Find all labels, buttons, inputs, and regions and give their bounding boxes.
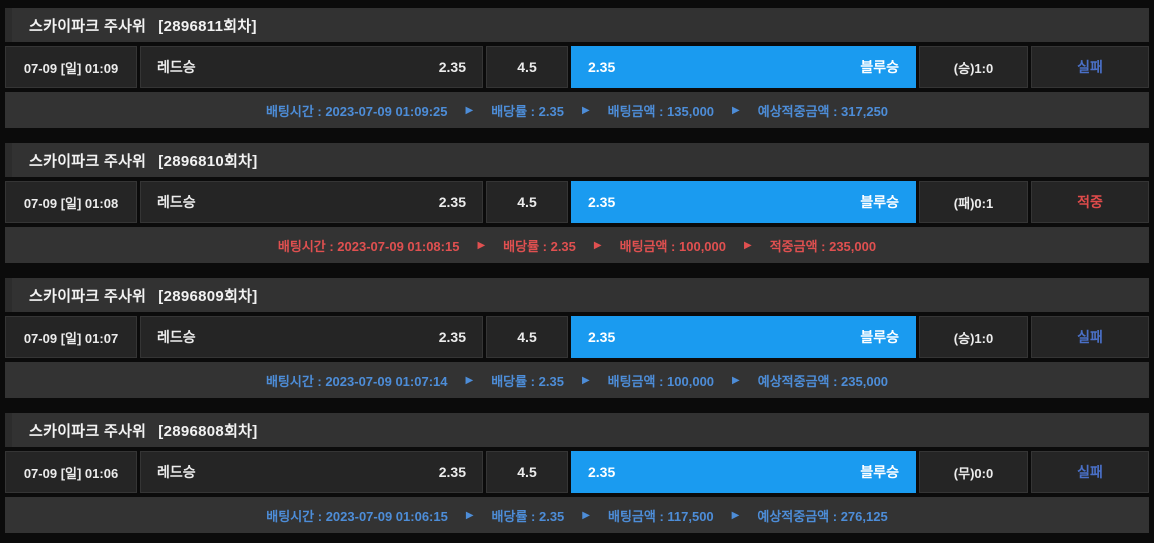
- red-option-cell: 레드승 2.35: [140, 46, 483, 88]
- bet-amount-text: 배팅금액 : 100,000: [607, 373, 715, 389]
- game-title: 스카이파크 주사위: [29, 287, 147, 305]
- round-number: [2896809회차]: [158, 287, 258, 305]
- payout-text: 예상적중금액 : 317,250: [757, 103, 889, 119]
- bet-record-block: 스카이파크 주사위 [2896808회차] 07-09 [일] 01:06 레드…: [5, 413, 1149, 533]
- arrow-separator-icon: ▶: [593, 239, 602, 251]
- bet-record-block: 스카이파크 주사위 [2896811회차] 07-09 [일] 01:09 레드…: [5, 8, 1149, 128]
- status-badge: 실패: [1031, 451, 1149, 493]
- blue-option-label: 블루승: [860, 59, 899, 75]
- red-option-cell: 레드승 2.35: [140, 451, 483, 493]
- round-header: 스카이파크 주사위 [2896811회차]: [5, 8, 1149, 42]
- bet-detail-bar: 배팅시간 : 2023-07-09 01:09:25 ▶ 배당률 : 2.35 …: [5, 92, 1149, 128]
- blue-option-cell-selected: 2.35 블루승: [571, 451, 916, 493]
- red-option-odds: 2.35: [438, 464, 466, 480]
- arrow-separator-icon: ▶: [465, 104, 474, 116]
- arrow-separator-icon: ▶: [465, 374, 474, 386]
- arrow-separator-icon: ▶: [744, 239, 752, 251]
- game-result: (승)1:0: [919, 46, 1028, 88]
- bet-row: 07-09 [일] 01:07 레드승 2.35 4.5 2.35 블루승 (승…: [5, 316, 1149, 358]
- bet-detail-bar: 배팅시간 : 2023-07-09 01:06:15 ▶ 배당률 : 2.35 …: [5, 497, 1149, 533]
- game-result: (패)0:1: [919, 181, 1028, 223]
- red-option-cell: 레드승 2.35: [140, 181, 483, 223]
- round-header: 스카이파크 주사위 [2896808회차]: [5, 413, 1149, 447]
- bet-amount-text: 배팅금액 : 135,000: [607, 103, 715, 119]
- red-option-cell: 레드승 2.35: [140, 316, 483, 358]
- blue-option-label: 블루승: [860, 329, 899, 345]
- blue-option-label: 블루승: [860, 464, 899, 480]
- status-badge: 실패: [1031, 46, 1149, 88]
- game-title: 스카이파크 주사위: [29, 17, 147, 35]
- blue-option-cell-selected: 2.35 블루승: [571, 181, 916, 223]
- arrow-separator-icon: ▶: [732, 104, 740, 116]
- round-number: [2896811회차]: [158, 17, 257, 35]
- blue-option-label: 블루승: [860, 194, 899, 210]
- game-title: 스카이파크 주사위: [29, 152, 147, 170]
- bet-time-text: 배팅시간 : 2023-07-09 01:08:15: [277, 238, 460, 254]
- round-number: [2896808회차]: [158, 422, 258, 440]
- bet-record-block: 스카이파크 주사위 [2896810회차] 07-09 [일] 01:08 레드…: [5, 143, 1149, 263]
- arrow-separator-icon: ▶: [465, 509, 474, 521]
- bet-amount-text: 배팅금액 : 100,000: [619, 238, 726, 254]
- arrow-separator-icon: ▶: [731, 509, 740, 521]
- bet-detail-bar: 배팅시간 : 2023-07-09 01:07:14 ▶ 배당률 : 2.35 …: [5, 362, 1149, 398]
- bet-datetime: 07-09 [일] 01:06: [5, 451, 137, 493]
- game-result: (승)1:0: [919, 316, 1028, 358]
- bet-time-text: 배팅시간 : 2023-07-09 01:07:14: [265, 373, 448, 389]
- bet-amount-text: 배팅금액 : 117,500: [608, 508, 714, 524]
- bet-datetime: 07-09 [일] 01:08: [5, 181, 137, 223]
- bet-record-block: 스카이파크 주사위 [2896809회차] 07-09 [일] 01:07 레드…: [5, 278, 1149, 398]
- round-header: 스카이파크 주사위 [2896809회차]: [5, 278, 1149, 312]
- blue-option-cell-selected: 2.35 블루승: [571, 46, 916, 88]
- bet-datetime: 07-09 [일] 01:07: [5, 316, 137, 358]
- arrow-separator-icon: ▶: [582, 509, 590, 521]
- bet-time-text: 배팅시간 : 2023-07-09 01:09:25: [265, 103, 448, 119]
- payout-text: 적중금액 : 235,000: [769, 238, 877, 254]
- draw-odds-cell: 4.5: [486, 316, 568, 358]
- round-number: [2896810회차]: [158, 152, 258, 170]
- blue-option-cell-selected: 2.35 블루승: [571, 316, 916, 358]
- odds-text: 배당률 : 2.35: [491, 103, 564, 119]
- blue-option-odds: 2.35: [588, 329, 616, 345]
- draw-odds-cell: 4.5: [486, 46, 568, 88]
- game-result: (무)0:0: [919, 451, 1028, 493]
- red-option-label: 레드승: [157, 329, 196, 345]
- game-title: 스카이파크 주사위: [29, 422, 147, 440]
- bet-datetime: 07-09 [일] 01:09: [5, 46, 137, 88]
- bet-row: 07-09 [일] 01:09 레드승 2.35 4.5 2.35 블루승 (승…: [5, 46, 1149, 88]
- blue-option-odds: 2.35: [588, 464, 616, 480]
- odds-text: 배당률 : 2.35: [503, 238, 576, 254]
- red-option-label: 레드승: [157, 464, 196, 480]
- bet-detail-bar: 배팅시간 : 2023-07-09 01:08:15 ▶ 배당률 : 2.35 …: [5, 227, 1149, 263]
- arrow-separator-icon: ▶: [732, 374, 740, 386]
- red-option-label: 레드승: [157, 59, 196, 75]
- odds-text: 배당률 : 2.35: [491, 508, 565, 524]
- round-header: 스카이파크 주사위 [2896810회차]: [5, 143, 1149, 177]
- arrow-separator-icon: ▶: [581, 104, 590, 116]
- payout-text: 예상적중금액 : 235,000: [757, 373, 889, 389]
- red-option-label: 레드승: [157, 194, 196, 210]
- blue-option-odds: 2.35: [588, 194, 616, 210]
- red-option-odds: 2.35: [438, 194, 466, 210]
- red-option-odds: 2.35: [438, 329, 466, 345]
- red-option-odds: 2.35: [438, 59, 466, 75]
- odds-text: 배당률 : 2.35: [491, 373, 564, 389]
- draw-odds-cell: 4.5: [486, 451, 568, 493]
- arrow-separator-icon: ▶: [581, 374, 590, 386]
- bet-time-text: 배팅시간 : 2023-07-09 01:06:15: [266, 508, 448, 524]
- blue-option-odds: 2.35: [588, 59, 616, 75]
- bet-row: 07-09 [일] 01:06 레드승 2.35 4.5 2.35 블루승 (무…: [5, 451, 1149, 493]
- arrow-separator-icon: ▶: [477, 239, 486, 251]
- bet-row: 07-09 [일] 01:08 레드승 2.35 4.5 2.35 블루승 (패…: [5, 181, 1149, 223]
- draw-odds-cell: 4.5: [486, 181, 568, 223]
- payout-text: 예상적중금액 : 276,125: [757, 508, 888, 524]
- status-badge: 실패: [1031, 316, 1149, 358]
- status-badge: 적중: [1031, 181, 1149, 223]
